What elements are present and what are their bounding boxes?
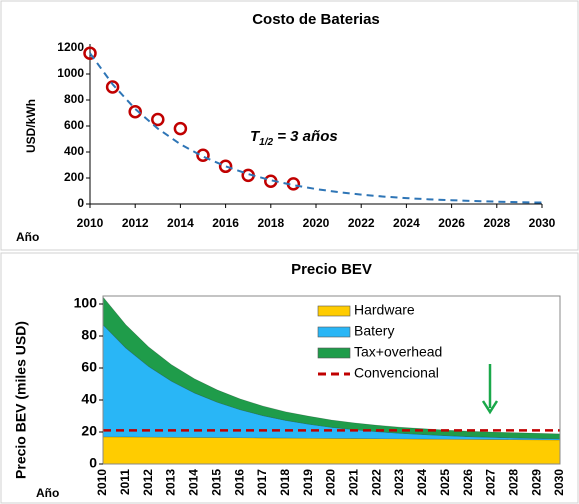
annotation: T1/2 = 3 años	[250, 128, 338, 148]
x-axis-label: Año	[36, 486, 59, 500]
x-tick-label: 2020	[324, 469, 338, 496]
panel-frame	[0, 0, 579, 251]
x-tick-label: 2021	[347, 469, 361, 496]
annotation-rest: = 3 años	[273, 128, 338, 145]
y-tick-label: 800	[64, 92, 84, 106]
x-tick-label: 2014	[187, 469, 201, 496]
y-tick-label: 1000	[57, 66, 84, 80]
data-point	[128, 104, 142, 119]
y-tick-label: 0	[89, 455, 97, 471]
x-tick-label: 2020	[303, 216, 330, 230]
chart-title: Costo de Baterias	[252, 11, 380, 28]
panel-frame	[0, 252, 579, 504]
y-tick-label: 400	[64, 144, 84, 158]
annotation-text: T	[250, 128, 261, 145]
x-tick-label: 2027	[484, 469, 498, 496]
y-axis-label: Precio BEV (miles USD)	[13, 321, 29, 479]
x-tick-label: 2014	[167, 216, 194, 230]
legend-swatch	[317, 326, 351, 338]
data-point	[218, 159, 233, 174]
x-tick-label: 2017	[255, 469, 269, 496]
legend-label: Tax+overhead	[354, 344, 442, 360]
y-tick-label: 40	[81, 391, 97, 407]
data-point	[173, 121, 188, 136]
y-axis-label: USD/kWh	[24, 99, 38, 153]
x-axis-label: Año	[16, 230, 39, 244]
x-tick-label: 2012	[122, 216, 149, 230]
x-tick-label: 2022	[348, 216, 375, 230]
x-tick-label: 2025	[438, 469, 452, 496]
x-tick-label: 2011	[118, 469, 132, 495]
plot-frame	[102, 295, 561, 465]
y-tick-label: 600	[64, 118, 84, 132]
legend-swatch	[317, 305, 351, 317]
y-tick-label: 200	[64, 170, 84, 184]
x-tick-label: 2023	[392, 469, 406, 496]
chart-title: Precio BEV	[291, 261, 372, 278]
x-tick-label: 2018	[278, 469, 292, 496]
annotation-subscript: 1/2	[259, 137, 273, 148]
fit-line	[89, 52, 543, 204]
x-tick-label: 2026	[438, 216, 465, 230]
data-point	[83, 46, 97, 60]
x-tick-label: 2028	[506, 469, 520, 496]
legend-swatch	[317, 347, 351, 359]
y-tick-label: 60	[81, 359, 97, 375]
x-tick-label: 2028	[483, 216, 510, 230]
arrow	[481, 364, 499, 415]
x-tick-label: 2024	[415, 469, 429, 496]
x-tick-label: 2019	[301, 469, 315, 496]
x-tick-label: 2010	[77, 216, 104, 230]
legend-label: Convencional	[354, 365, 439, 381]
data-point	[105, 80, 120, 94]
x-tick-label: 2012	[141, 469, 155, 496]
legend-label: Hardware	[354, 302, 415, 318]
x-tick-label: 2015	[209, 469, 223, 496]
x-tick-label: 2024	[393, 216, 420, 230]
legend-label: Batery	[354, 323, 394, 339]
x-tick-label: 2026	[461, 469, 475, 496]
x-tick-label: 2016	[232, 469, 246, 496]
x-tick-label: 2029	[529, 469, 543, 496]
data-point	[151, 112, 165, 127]
x-tick-label: 2018	[257, 216, 284, 230]
y-tick-label: 80	[81, 327, 97, 343]
x-tick-label: 2030	[552, 469, 566, 496]
data-point	[196, 148, 210, 162]
y-tick-label: 0	[77, 196, 84, 210]
x-tick-label: 2016	[212, 216, 239, 230]
x-tick-label: 2010	[95, 469, 109, 496]
y-tick-label: 1200	[57, 40, 84, 54]
x-tick-label: 2030	[529, 216, 556, 230]
x-tick-label: 2013	[164, 469, 178, 496]
y-tick-label: 20	[81, 423, 97, 439]
x-tick-label: 2022	[369, 469, 383, 496]
area-segment	[102, 436, 561, 465]
y-tick-label: 100	[74, 295, 98, 311]
